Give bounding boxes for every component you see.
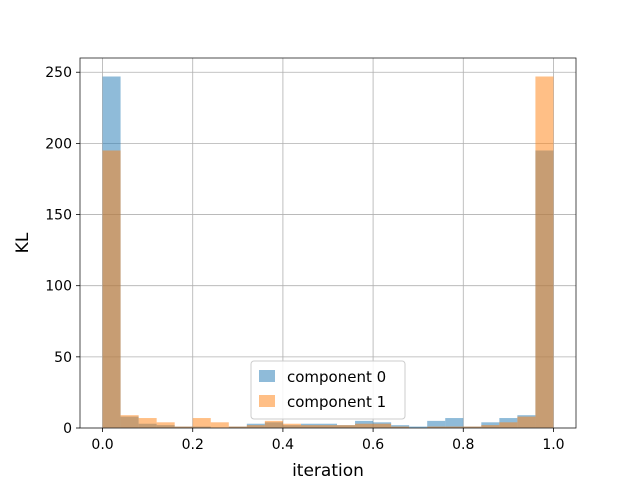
y-tick-label: 200 xyxy=(45,136,72,152)
legend-swatch xyxy=(259,395,275,407)
bar-series-1-bin-3 xyxy=(156,422,175,428)
x-tick-label: 0.2 xyxy=(182,437,204,453)
bar-series-1-bin-11 xyxy=(300,425,319,428)
bar-series-1-bin-0 xyxy=(102,150,121,428)
bar-series-1-bin-22 xyxy=(499,422,518,428)
bar-series-1-bin-1 xyxy=(120,415,139,428)
x-axis-ticks: 0.0 0.2 0.4 0.6 0.8 1.0 xyxy=(91,428,565,453)
bar-series-1-bin-21 xyxy=(481,425,500,428)
bar-series-1-bin-9 xyxy=(264,420,283,428)
y-axis-label: KL xyxy=(13,232,33,253)
y-tick-label: 0 xyxy=(63,421,72,437)
y-tick-label: 150 xyxy=(45,208,72,224)
x-tick-label: 1.0 xyxy=(542,437,564,453)
y-tick-label: 100 xyxy=(45,279,72,295)
bar-series-1-bin-14 xyxy=(355,423,374,428)
legend-box xyxy=(250,360,406,420)
legend-swatch xyxy=(259,370,275,382)
y-axis-ticks: 0 50 100 150 200 250 xyxy=(45,65,80,437)
bar-series-1-bin-13 xyxy=(337,425,356,428)
plot-frame xyxy=(79,57,577,429)
x-tick-label: 0.4 xyxy=(272,437,294,453)
bar-series-1-bin-20 xyxy=(463,426,482,428)
bar-series-0-bin-19 xyxy=(445,418,464,428)
y-tick-label: 250 xyxy=(45,65,72,81)
bar-series-1-bin-15 xyxy=(373,423,392,428)
y-tick-label: 50 xyxy=(54,350,72,366)
bar-series-1-bin-4 xyxy=(174,426,193,428)
bar-series-1-bin-8 xyxy=(246,425,265,428)
bar-series-1-bin-5 xyxy=(192,418,211,428)
bar-series-1-bin-16 xyxy=(391,426,410,428)
bar-series-1-bin-6 xyxy=(210,422,229,428)
bar-series-1-bin-7 xyxy=(228,426,247,428)
bar-series-1-bin-12 xyxy=(318,425,338,428)
bar-series-1-bin-2 xyxy=(138,418,157,428)
bar-series-1-bin-18 xyxy=(427,426,446,428)
x-tick-label: 0.6 xyxy=(362,437,384,453)
bars xyxy=(102,76,554,428)
bar-series-0-bin-17 xyxy=(409,426,428,428)
legend-label: component 0 xyxy=(287,368,386,386)
bar-series-1-bin-19 xyxy=(445,426,464,428)
legend-label: component 1 xyxy=(287,393,386,411)
bar-series-1-bin-23 xyxy=(517,416,536,428)
bar-series-0-bin-16 xyxy=(391,425,410,428)
bar-series-1-bin-24 xyxy=(535,76,554,428)
legend: component 0 component 1 xyxy=(250,360,406,420)
x-tick-label: 0.8 xyxy=(452,437,474,453)
bar-series-0-bin-18 xyxy=(427,420,446,428)
x-axis-label: iteration xyxy=(292,461,364,480)
x-tick-label: 0.0 xyxy=(91,437,113,453)
bar-series-1-bin-10 xyxy=(282,423,301,428)
